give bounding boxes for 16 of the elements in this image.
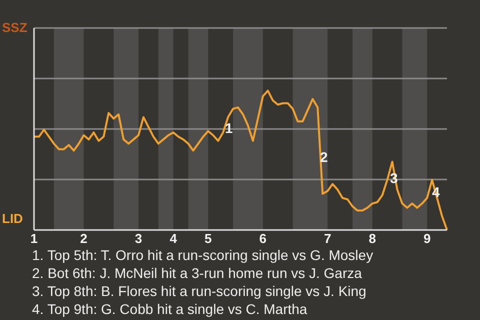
text: 4. Top 9th: G. Cobb hit a single vs C. Martha [32,300,308,318]
text: LID [2,211,23,226]
x-tick-label: 4 [170,231,178,246]
annotation: 1 [225,119,233,137]
x-tick-label: 5 [204,231,212,246]
text: 3. Top 8th: B. Flores hit a run-scoring single vs J. King [32,282,368,300]
text: 2. Bot 6th: J. McNeil hit a 3-run home run vs J. Garza [32,264,363,282]
x-tick-label: 3 [134,231,142,246]
x-tick-label: 6 [259,231,267,246]
x-tick-label: 2 [80,231,88,246]
text: 1. Top 5th: T. Orro hit a run-scoring single vs G. Mosley [32,246,374,264]
x-tick-label: 8 [368,231,376,246]
x-tick-label: 1 [30,231,38,246]
text: SSZ [2,20,28,35]
x-tick-label: 9 [423,231,431,246]
x-tick-label: 7 [324,231,332,246]
